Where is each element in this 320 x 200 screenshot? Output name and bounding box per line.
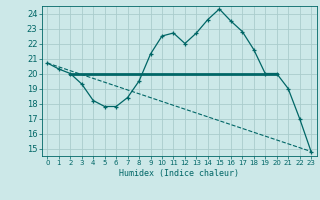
X-axis label: Humidex (Indice chaleur): Humidex (Indice chaleur): [119, 169, 239, 178]
